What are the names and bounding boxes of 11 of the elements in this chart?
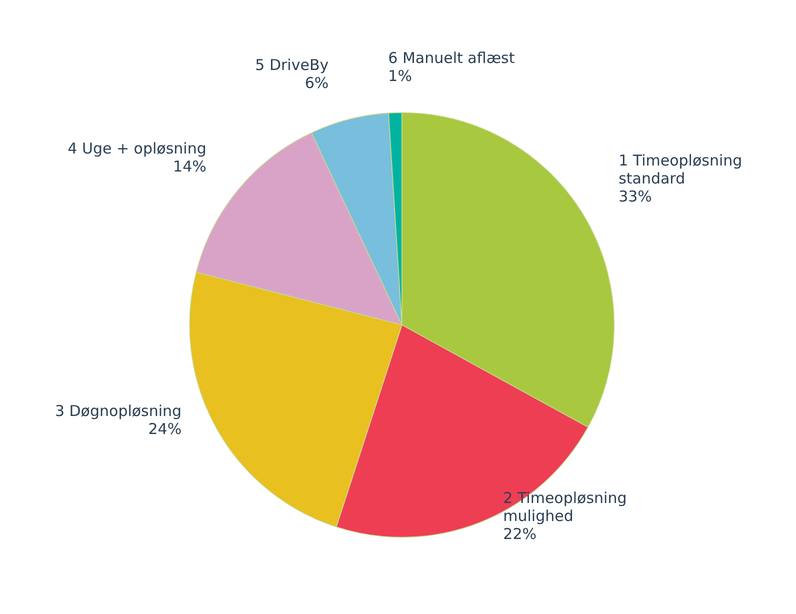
- data-label: 24%: [148, 420, 182, 438]
- data-label: 22%: [503, 524, 536, 543]
- data-label: 6%: [304, 74, 329, 92]
- slice-label: 6 Manuelt aflæst: [388, 48, 515, 67]
- data-label: 1%: [388, 66, 412, 85]
- slice-label: 1 Timeopløsning standard: [618, 152, 747, 188]
- slice-label: 4 Uge + opløsning: [68, 140, 206, 158]
- data-label: 14%: [173, 158, 206, 176]
- data-label: 33%: [618, 188, 652, 206]
- slice-label: 3 Døgnopløsning: [54, 402, 182, 420]
- slice-label: 5 DriveBy: [255, 56, 329, 74]
